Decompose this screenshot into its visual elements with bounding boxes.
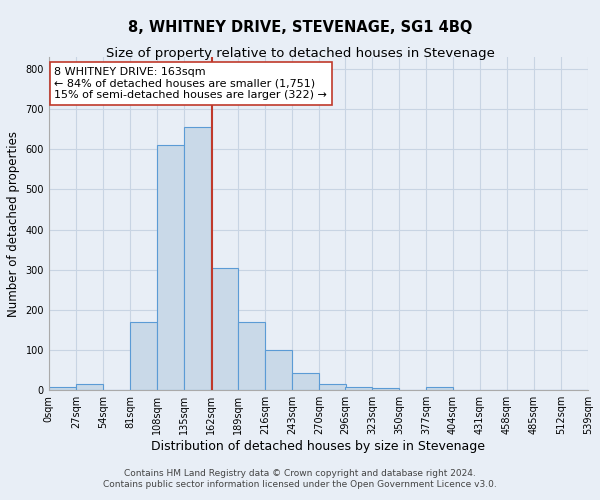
Text: Contains public sector information licensed under the Open Government Licence v3: Contains public sector information licen…: [103, 480, 497, 489]
Text: Size of property relative to detached houses in Stevenage: Size of property relative to detached ho…: [106, 48, 494, 60]
Y-axis label: Number of detached properties: Number of detached properties: [7, 130, 20, 316]
Bar: [211, 268, 238, 390]
Bar: [130, 322, 157, 390]
Bar: [49, 387, 76, 390]
Text: 8 WHITNEY DRIVE: 163sqm
← 84% of detached houses are smaller (1,751)
15% of semi: 8 WHITNEY DRIVE: 163sqm ← 84% of detache…: [54, 67, 327, 100]
Text: 8, WHITNEY DRIVE, STEVENAGE, SG1 4BQ: 8, WHITNEY DRIVE, STEVENAGE, SG1 4BQ: [128, 20, 472, 35]
Bar: [265, 350, 292, 391]
Bar: [372, 388, 399, 390]
Bar: [76, 384, 103, 390]
Text: Contains HM Land Registry data © Crown copyright and database right 2024.: Contains HM Land Registry data © Crown c…: [124, 468, 476, 477]
Bar: [238, 322, 265, 390]
X-axis label: Distribution of detached houses by size in Stevenage: Distribution of detached houses by size …: [151, 440, 485, 453]
Bar: [345, 387, 372, 390]
Bar: [319, 384, 346, 390]
Bar: [292, 374, 319, 390]
Bar: [184, 127, 211, 390]
Bar: [426, 387, 453, 390]
Bar: [157, 146, 184, 390]
